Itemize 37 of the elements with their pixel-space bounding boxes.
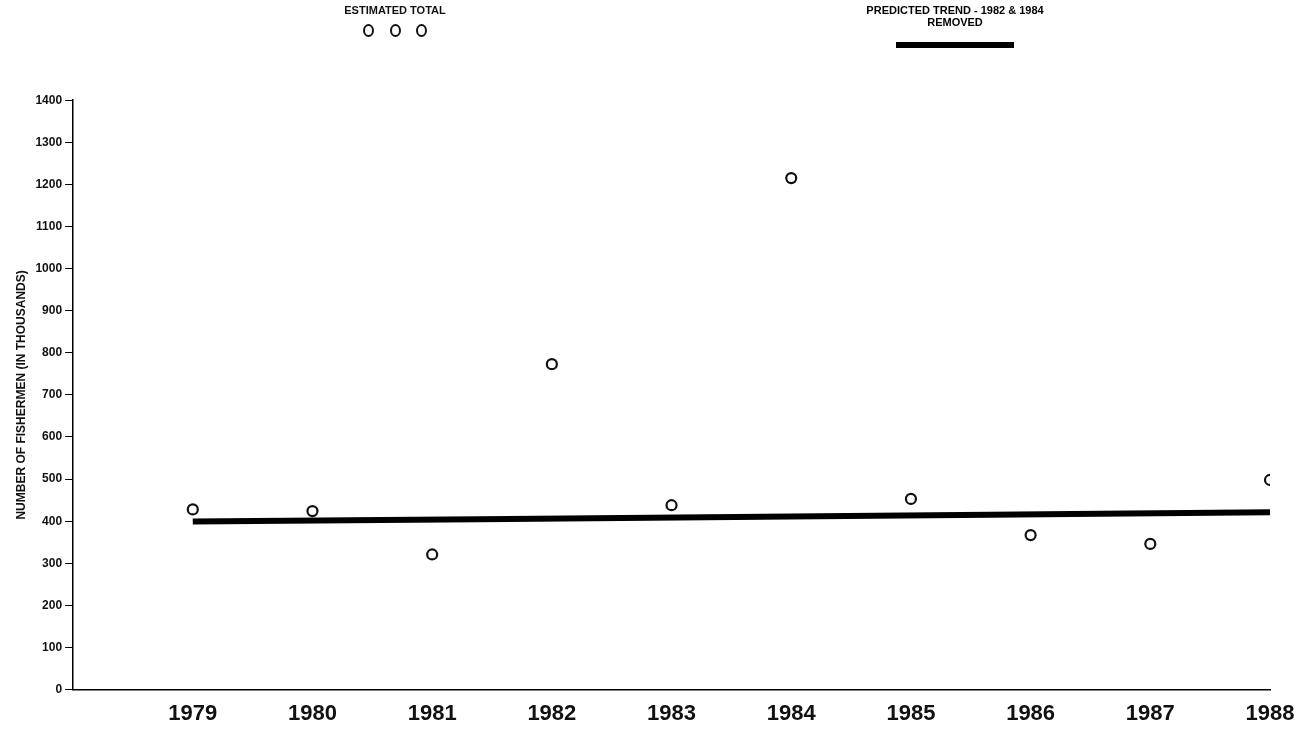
point: [545, 358, 558, 371]
x-tick-label: 1987: [1125, 699, 1175, 725]
point: [904, 492, 918, 505]
x-tick-label: 1980: [288, 699, 337, 725]
x-tick-label: 1988: [1245, 699, 1295, 725]
y-tick-label: 500: [42, 471, 63, 486]
x-tick-label: 1979: [168, 699, 218, 725]
y-tick-label: 100: [42, 639, 63, 654]
text: ESTIMATED TOTAL: [343, 4, 447, 16]
y-tick-label: 1400: [35, 92, 63, 107]
y-tick-label: 400: [42, 513, 63, 528]
y-tick-label: 600: [42, 429, 63, 444]
point: [186, 503, 199, 516]
y-tick-label: 1200: [35, 176, 63, 191]
x-tick-label: 1984: [766, 699, 817, 725]
text: PREDICTED TREND - 1982 & 1984 REMOVED: [865, 4, 1045, 28]
y-tick-label: 0: [55, 681, 63, 696]
x-tick-label: 1985: [886, 699, 936, 725]
x-tick-label: 1981: [407, 699, 457, 725]
y-axis-title: NUMBER OF FISHERMEN (IN THOUSANDS): [13, 270, 28, 520]
point: [1144, 537, 1157, 551]
y-tick-label: 1000: [35, 260, 63, 275]
y-tick-label: 900: [42, 303, 63, 318]
point: [306, 505, 319, 518]
point: [426, 548, 439, 561]
x-tick-label: 1983: [647, 699, 697, 725]
point: [785, 171, 798, 185]
y-tick-label: 200: [42, 597, 63, 612]
y-tick-label: 1300: [35, 134, 63, 149]
x-tick-label: 1982: [527, 699, 577, 725]
point: [1024, 528, 1037, 542]
x-tick-label: 1986: [1006, 699, 1056, 725]
y-tick-label: 300: [42, 555, 63, 570]
y-tick-label: 700: [42, 387, 63, 402]
point: [665, 499, 678, 512]
y-tick-label: 1100: [36, 218, 63, 233]
y-tick-label: 800: [42, 345, 63, 360]
